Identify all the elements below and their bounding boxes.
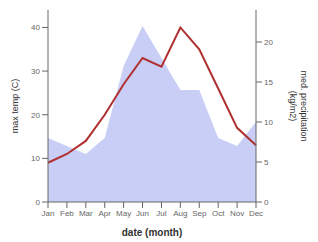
svg-text:Jan: Jan [42, 209, 55, 218]
svg-text:max temp (C): max temp (C) [10, 79, 20, 134]
svg-text:20: 20 [264, 38, 273, 47]
svg-text:Sep: Sep [192, 209, 207, 218]
svg-text:10: 10 [31, 154, 40, 163]
svg-text:Jul: Jul [156, 209, 166, 218]
svg-text:Apr: Apr [99, 209, 112, 218]
svg-text:5: 5 [264, 158, 269, 167]
svg-text:date (month): date (month) [122, 227, 183, 238]
svg-text:10: 10 [264, 118, 273, 127]
svg-text:40: 40 [31, 23, 40, 32]
svg-text:Aug: Aug [173, 209, 187, 218]
svg-text:Oct: Oct [212, 209, 225, 218]
svg-text:Jun: Jun [136, 209, 149, 218]
svg-text:med. precipitation(kg/m2): med. precipitation(kg/m2) [288, 70, 309, 141]
svg-text:Feb: Feb [60, 209, 74, 218]
svg-text:May: May [116, 209, 131, 218]
svg-text:Dec: Dec [249, 209, 263, 218]
svg-text:0: 0 [264, 198, 269, 207]
svg-text:Mar: Mar [79, 209, 93, 218]
svg-text:Nov: Nov [230, 209, 244, 218]
svg-text:30: 30 [31, 67, 40, 76]
svg-text:15: 15 [264, 78, 273, 87]
svg-text:0: 0 [36, 198, 41, 207]
svg-text:20: 20 [31, 111, 40, 120]
